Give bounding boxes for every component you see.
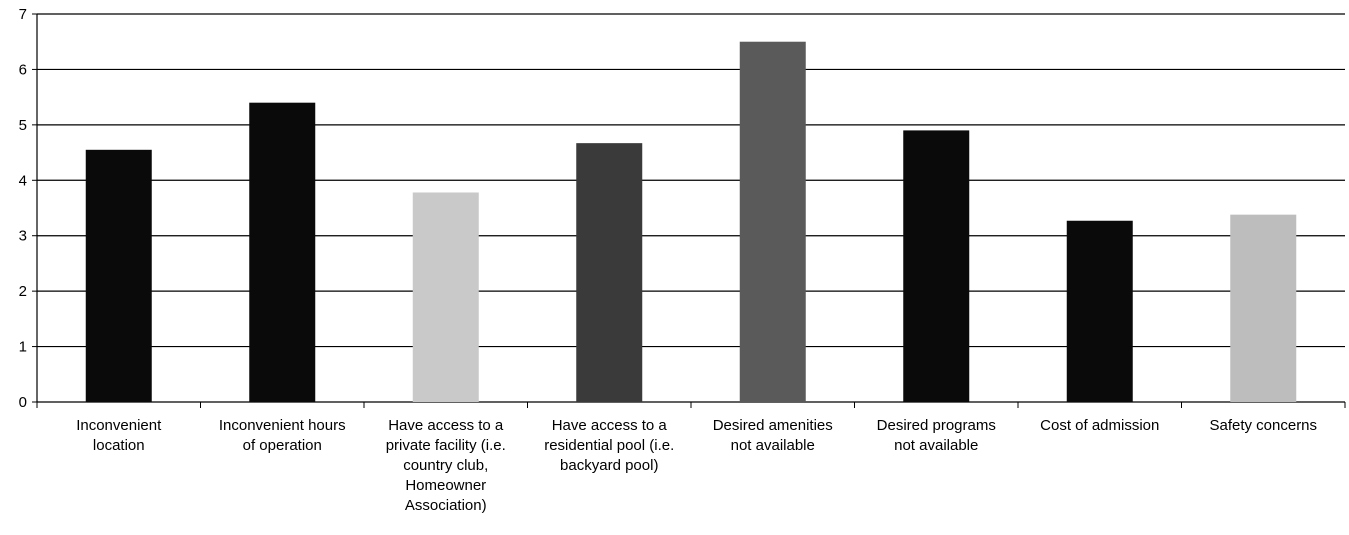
bar bbox=[903, 130, 970, 402]
y-tick-label: 0 bbox=[19, 394, 27, 411]
x-category-label: Desired amenities not available bbox=[712, 417, 833, 454]
y-tick-label: 7 bbox=[19, 6, 27, 23]
y-tick-label: 2 bbox=[19, 283, 27, 300]
x-category-label: Cost of admission bbox=[1040, 417, 1160, 434]
bar bbox=[412, 192, 479, 402]
y-tick-label: 1 bbox=[19, 339, 27, 356]
bar bbox=[1230, 214, 1297, 402]
x-category-label: Inconvenient location bbox=[76, 417, 162, 454]
y-tick-label: 3 bbox=[19, 228, 27, 245]
x-category-label: Have access to a residential pool (i.e. … bbox=[544, 417, 675, 474]
bar bbox=[1066, 220, 1133, 402]
bar bbox=[739, 41, 806, 402]
x-category-label: Safety concerns bbox=[1209, 417, 1318, 434]
bar bbox=[576, 143, 643, 403]
bar bbox=[249, 102, 316, 402]
x-category-label: Desired programs not available bbox=[876, 417, 996, 454]
y-tick-label: 4 bbox=[19, 172, 27, 189]
y-tick-label: 5 bbox=[19, 117, 27, 134]
x-category-label: Inconvenient hours of operation bbox=[218, 417, 346, 454]
x-category-label: Have access to a private facility (i.e. … bbox=[385, 417, 506, 514]
y-tick-label: 6 bbox=[19, 61, 27, 78]
bar bbox=[85, 149, 152, 402]
